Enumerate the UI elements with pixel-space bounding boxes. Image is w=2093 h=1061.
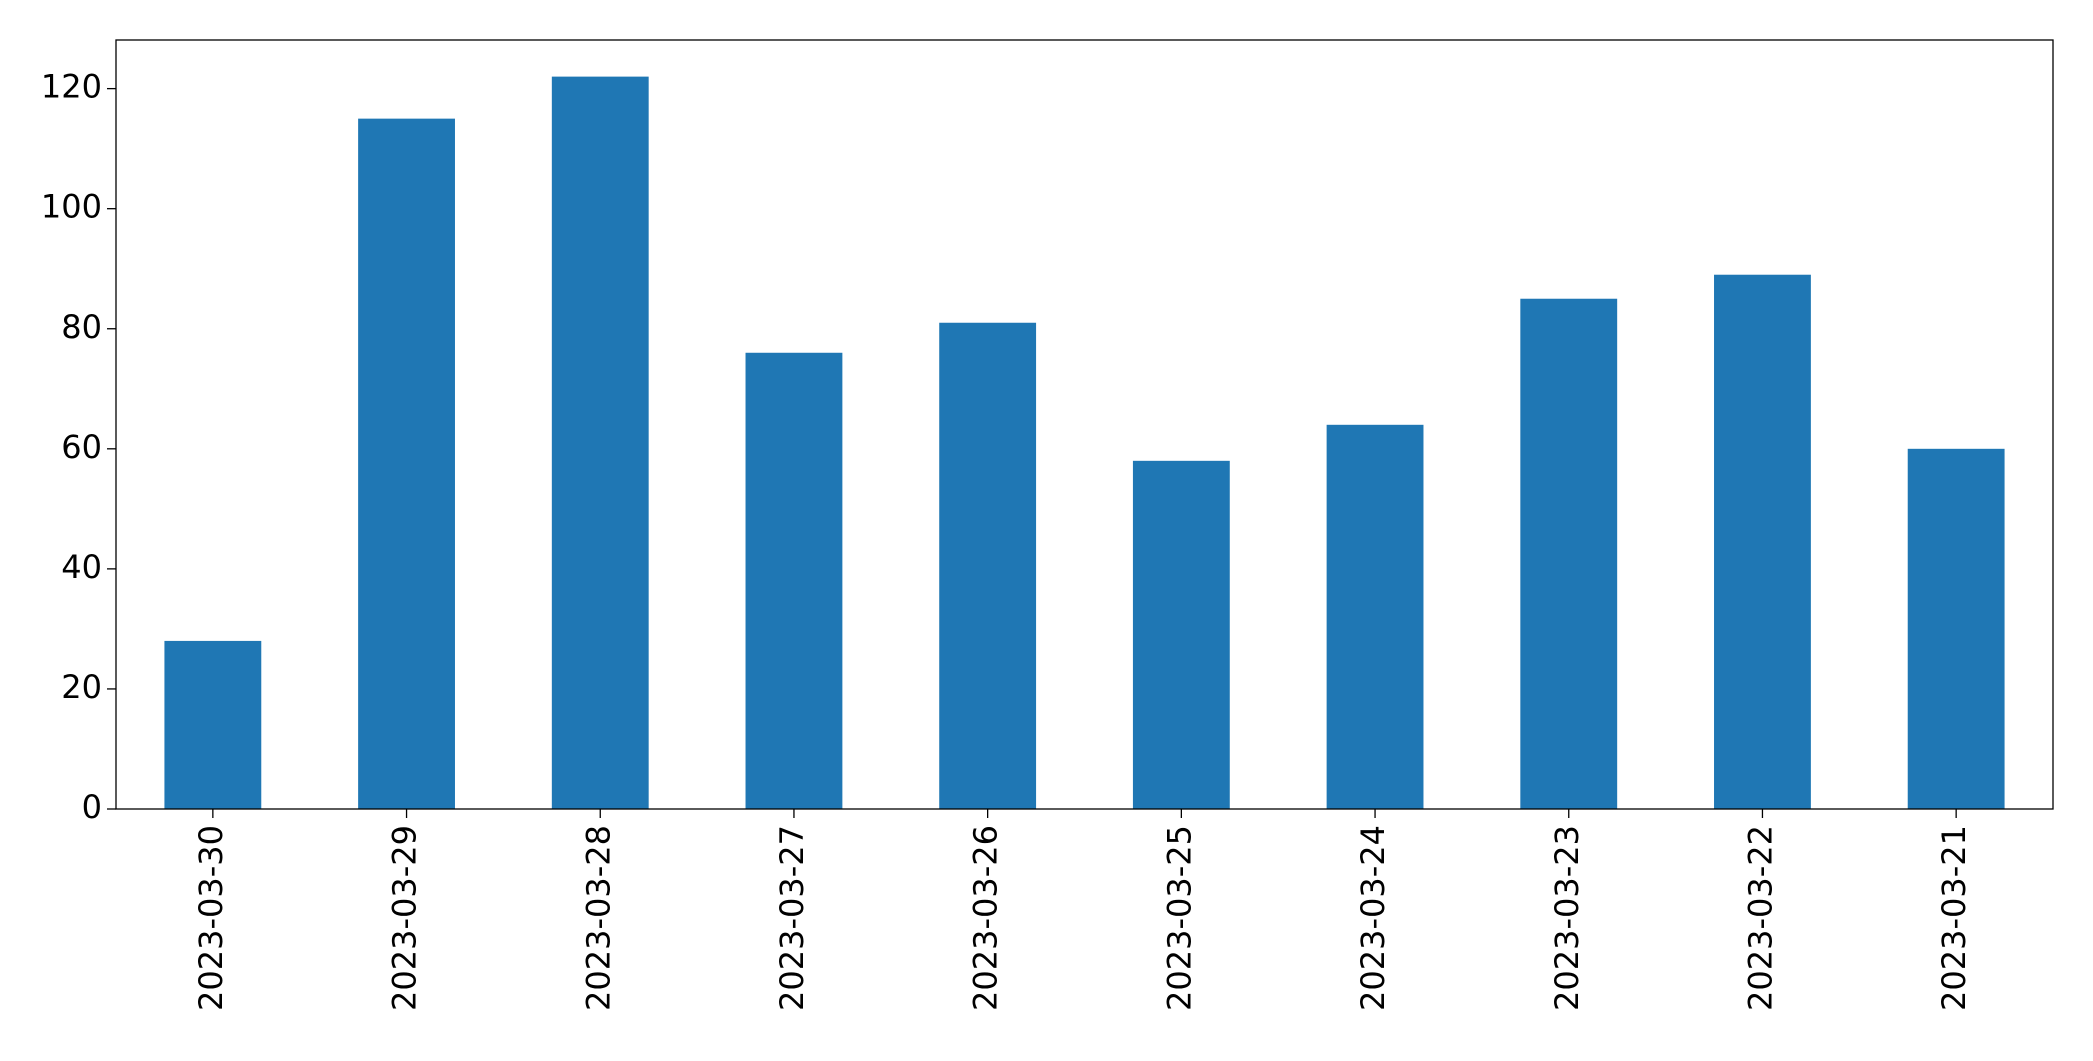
y-tick-label: 120 — [41, 68, 102, 106]
bar — [551, 76, 649, 810]
y-tick-label: 80 — [61, 308, 102, 346]
x-tick-label: 2023-03-25 — [1160, 825, 1198, 1011]
x-tick-label: 2023-03-21 — [1935, 825, 1973, 1011]
bar — [1132, 460, 1230, 809]
x-tick-label: 2023-03-26 — [967, 825, 1005, 1011]
bar — [939, 322, 1037, 809]
bar — [1520, 298, 1618, 809]
x-tick-label: 2023-03-27 — [773, 825, 811, 1011]
bar — [745, 352, 843, 809]
y-tick-label: 60 — [61, 428, 102, 466]
bar — [358, 118, 455, 809]
x-tick-label: 2023-03-29 — [386, 825, 424, 1011]
axes-frame — [115, 39, 2054, 810]
y-tick-label: 100 — [41, 188, 102, 226]
x-tick-label: 2023-03-30 — [192, 825, 230, 1011]
y-tick-label: 20 — [61, 668, 102, 706]
x-tick-label: 2023-03-28 — [579, 825, 617, 1011]
bar — [1714, 274, 1811, 809]
x-tick-label: 2023-03-23 — [1548, 825, 1586, 1011]
bar — [1326, 424, 1424, 809]
x-tick-label: 2023-03-22 — [1741, 825, 1779, 1011]
bar — [164, 640, 262, 809]
bar — [1907, 448, 2005, 809]
x-tick-label: 2023-03-24 — [1354, 825, 1392, 1011]
y-tick-label: 40 — [61, 548, 102, 586]
y-tick-label: 0 — [82, 788, 102, 826]
